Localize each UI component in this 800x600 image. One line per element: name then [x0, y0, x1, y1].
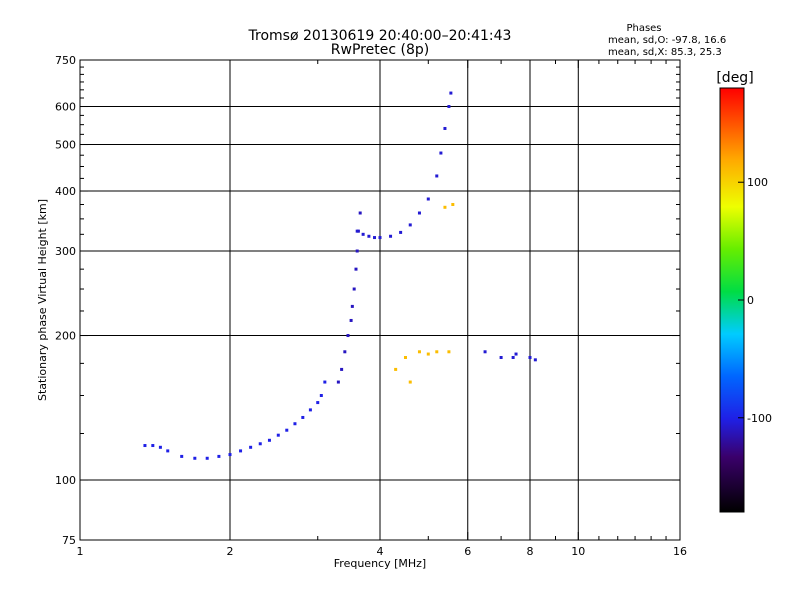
data-point — [319, 394, 323, 398]
data-point — [511, 355, 515, 359]
data-point — [239, 449, 243, 453]
data-point — [349, 318, 353, 322]
y-tick-labels: 75 100 200 300 400 500 600 750 — [55, 54, 76, 547]
data-point — [426, 352, 430, 356]
data-point — [528, 355, 532, 359]
data-point — [308, 408, 312, 412]
data-point — [151, 444, 155, 448]
data-point — [316, 401, 320, 405]
data-point — [499, 355, 503, 359]
data-point — [158, 445, 162, 449]
x-tick-label: 8 — [527, 545, 534, 558]
data-point — [483, 350, 487, 354]
data-point — [276, 433, 280, 437]
data-point — [417, 211, 421, 215]
data-point — [358, 211, 362, 215]
data-point — [350, 304, 354, 308]
data-point — [361, 232, 365, 236]
data-point — [389, 234, 393, 238]
x-tick-label: 4 — [377, 545, 384, 558]
data-point — [514, 352, 518, 356]
data-point — [443, 126, 447, 130]
data-point — [403, 355, 407, 359]
data-point — [293, 422, 297, 426]
data-point — [449, 91, 453, 95]
colorbar-tick-label: -100 — [747, 412, 772, 425]
data-point — [367, 234, 371, 238]
grid-lines — [80, 60, 680, 540]
data-point — [426, 197, 430, 201]
x-tick-label: 2 — [227, 545, 234, 558]
data-point — [435, 174, 439, 178]
x-axis-label: Frequency [MHz] — [334, 557, 426, 570]
data-point — [228, 453, 232, 457]
colorbar-label: [deg] — [716, 70, 753, 86]
data-point — [533, 358, 537, 362]
data-point — [301, 415, 305, 419]
data-point — [249, 445, 253, 449]
data-point — [378, 236, 382, 240]
data-point — [143, 444, 147, 448]
data-point — [205, 456, 209, 460]
data-points — [143, 91, 537, 460]
data-point — [346, 334, 350, 338]
y-tick-label: 75 — [62, 534, 76, 547]
data-point — [285, 428, 289, 432]
data-point — [336, 380, 340, 384]
x-tick-label: 6 — [464, 545, 471, 558]
data-point — [354, 267, 358, 271]
y-tick-label: 750 — [55, 54, 76, 67]
data-point — [443, 205, 447, 209]
y-tick-label: 100 — [55, 474, 76, 487]
data-point — [323, 380, 327, 384]
x-tick-label: 16 — [673, 545, 687, 558]
data-point — [435, 350, 439, 354]
data-point — [447, 105, 451, 109]
data-point — [451, 202, 455, 206]
x-tick-labels: 1 2 4 6 8 10 16 — [77, 545, 688, 558]
data-point — [258, 442, 262, 446]
data-point — [373, 236, 377, 240]
y-tick-label: 300 — [55, 245, 76, 258]
data-point — [193, 456, 197, 460]
data-point — [355, 249, 359, 253]
data-point — [439, 151, 443, 155]
data-point — [340, 367, 344, 371]
colorbar-tick-label: 0 — [747, 294, 754, 307]
stats-o-mode: mean, sd,O: -97.8, 16.6 — [608, 35, 726, 46]
data-point — [166, 449, 170, 453]
data-point — [408, 223, 412, 227]
data-point — [394, 367, 398, 371]
y-tick-label: 600 — [55, 101, 76, 114]
data-point — [343, 350, 347, 354]
colorbar-ticks: -100 0 100 — [738, 176, 772, 425]
stats-x-mode: mean, sd,X: 85.3, 25.3 — [608, 47, 722, 58]
chart-subtitle: RwPretec (8p) — [331, 42, 429, 58]
x-tick-label: 10 — [571, 545, 585, 558]
data-point — [447, 350, 451, 354]
y-tick-label: 200 — [55, 330, 76, 343]
stats-heading: Phases — [626, 23, 661, 34]
axis-ticks — [79, 59, 681, 541]
data-point — [399, 230, 403, 234]
y-axis-label: Stationary phase Virtual Height [km] — [36, 199, 49, 401]
data-point — [352, 287, 356, 291]
data-point — [355, 229, 359, 233]
data-point — [180, 454, 184, 458]
y-tick-label: 500 — [55, 139, 76, 152]
x-tick-label: 1 — [77, 545, 84, 558]
y-tick-label: 400 — [55, 185, 76, 198]
data-point — [417, 350, 421, 354]
data-point — [217, 454, 221, 458]
data-point — [408, 380, 412, 384]
chart-title: Tromsø 20130619 20:40:00–20:41:43 — [248, 28, 512, 44]
colorbar-tick-label: 100 — [747, 176, 768, 189]
data-point — [267, 438, 271, 442]
